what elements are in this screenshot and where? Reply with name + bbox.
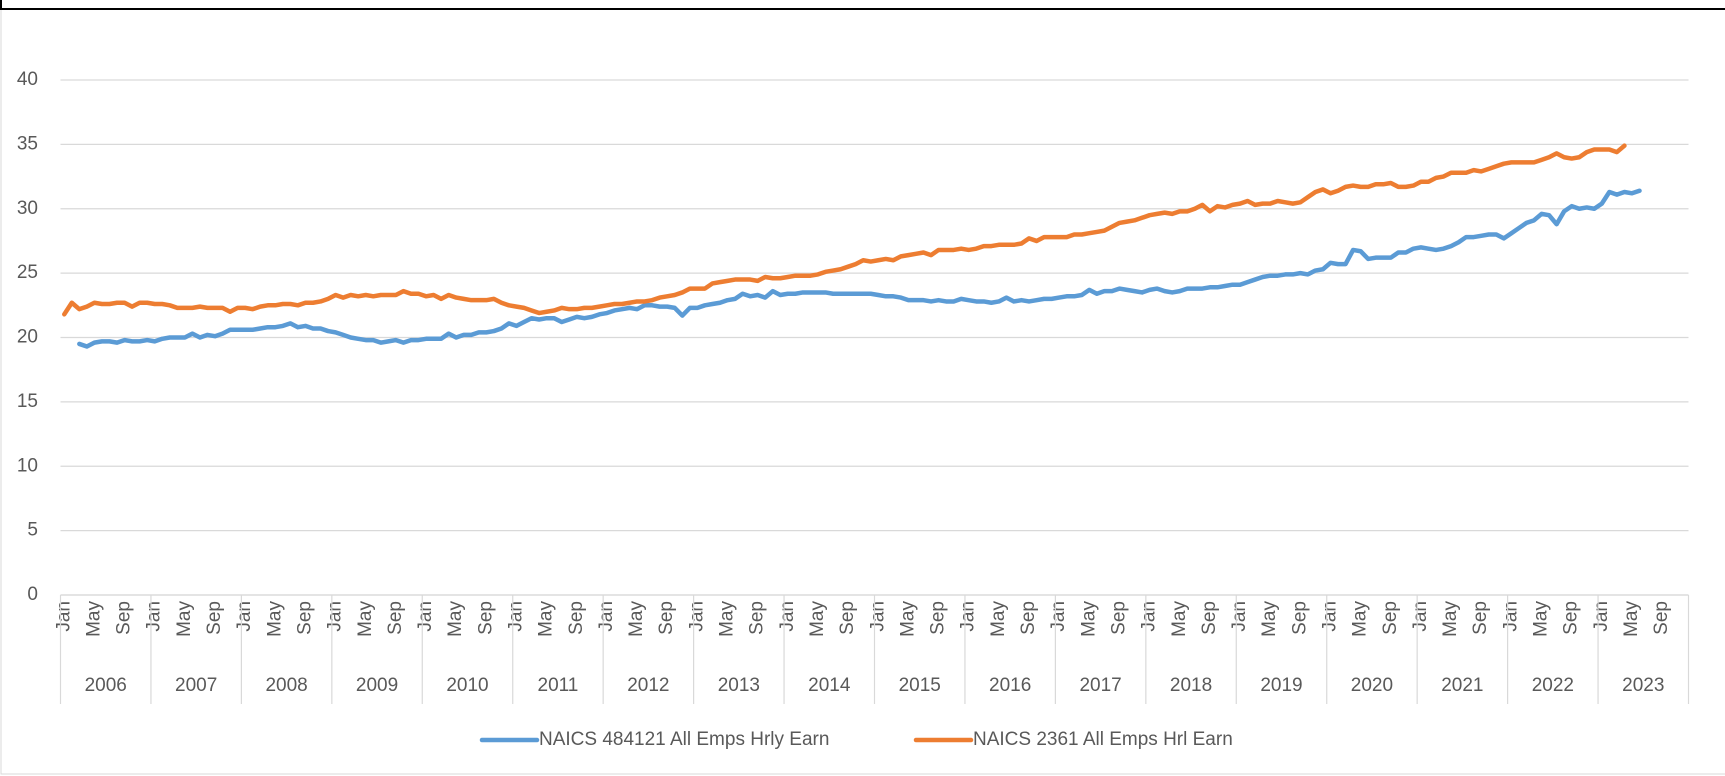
x-tick-label: Jan bbox=[234, 601, 255, 632]
x-group-label: 2023 bbox=[1622, 675, 1664, 696]
x-group-label: 2014 bbox=[808, 675, 851, 696]
x-group-label: 2006 bbox=[85, 675, 127, 696]
x-tick-label: Sep bbox=[1108, 601, 1129, 635]
x-tick-label: Jan bbox=[1229, 601, 1250, 632]
x-tick-label: Jan bbox=[415, 601, 436, 632]
x-tick-label: May bbox=[1440, 601, 1461, 637]
x-group-label: 2011 bbox=[538, 675, 579, 696]
y-tick-label: 20 bbox=[17, 327, 38, 348]
x-tick-label: Sep bbox=[385, 601, 406, 635]
x-tick-label: Jan bbox=[1410, 601, 1431, 632]
x-group-label: 2009 bbox=[356, 675, 398, 696]
x-tick-label: Sep bbox=[114, 601, 135, 635]
x-tick-label: Jan bbox=[1048, 601, 1069, 632]
x-group-label: 2013 bbox=[718, 675, 760, 696]
series-line bbox=[62, 143, 1627, 317]
x-group-label: 2015 bbox=[899, 675, 941, 696]
x-tick-label: Sep bbox=[1561, 601, 1582, 635]
x-tick-label: Sep bbox=[837, 601, 858, 635]
y-tick-label: 10 bbox=[17, 455, 38, 476]
x-tick-label: Jan bbox=[53, 601, 74, 632]
x-group-label: 2010 bbox=[446, 675, 488, 696]
x-tick-label: May bbox=[1621, 601, 1642, 637]
x-tick-label: Jan bbox=[1591, 601, 1612, 632]
x-tick-label: May bbox=[988, 601, 1009, 637]
x-tick-label: Jan bbox=[596, 601, 617, 632]
x-tick-label: Sep bbox=[204, 601, 225, 635]
x-group-label: 2012 bbox=[627, 675, 669, 696]
x-tick-label: Jan bbox=[506, 601, 527, 632]
x-tick-label: Sep bbox=[566, 601, 587, 635]
x-group-label: 2016 bbox=[989, 675, 1031, 696]
x-tick-label: Jan bbox=[325, 601, 346, 632]
x-group-label: 2019 bbox=[1260, 675, 1302, 696]
x-group-label: 2020 bbox=[1351, 675, 1393, 696]
x-tick-label: May bbox=[626, 601, 647, 637]
x-tick-label: May bbox=[445, 601, 466, 637]
x-group-label: 2007 bbox=[175, 675, 217, 696]
x-group-label: 2021 bbox=[1441, 675, 1483, 696]
x-tick-label: Jan bbox=[958, 601, 979, 632]
x-tick-label: May bbox=[355, 601, 376, 637]
x-group-label: 2017 bbox=[1079, 675, 1121, 696]
y-tick-label: 40 bbox=[17, 69, 38, 90]
x-tick-label: Sep bbox=[1651, 601, 1672, 635]
x-tick-label: Sep bbox=[1380, 601, 1401, 635]
x-tick-label: Jan bbox=[1500, 601, 1521, 632]
x-tick-label: Jan bbox=[867, 601, 888, 632]
x-tick-label: Sep bbox=[1018, 601, 1039, 635]
x-tick-label: May bbox=[1169, 601, 1190, 637]
x-tick-label: Sep bbox=[294, 601, 315, 635]
x-tick-label: May bbox=[1531, 601, 1552, 637]
series-line bbox=[77, 188, 1642, 349]
x-tick-label: Sep bbox=[1470, 601, 1491, 635]
x-tick-label: Sep bbox=[928, 601, 949, 635]
x-tick-label: May bbox=[1078, 601, 1099, 637]
y-tick-label: 30 bbox=[17, 198, 38, 219]
x-tick-label: Sep bbox=[475, 601, 496, 635]
x-tick-label: May bbox=[536, 601, 557, 637]
x-tick-label: May bbox=[174, 601, 195, 637]
x-tick-label: Sep bbox=[1289, 601, 1310, 635]
x-tick-label: May bbox=[1259, 601, 1280, 637]
x-tick-label: May bbox=[83, 601, 104, 637]
x-tick-label: Jan bbox=[777, 601, 798, 632]
x-tick-label: Jan bbox=[1139, 601, 1160, 632]
x-group-label: 2018 bbox=[1170, 675, 1212, 696]
x-tick-label: Sep bbox=[747, 601, 768, 635]
x-tick-label: May bbox=[717, 601, 738, 637]
x-tick-label: Jan bbox=[1320, 601, 1341, 632]
x-group-label: 2008 bbox=[265, 675, 307, 696]
y-tick-label: 35 bbox=[17, 133, 38, 154]
y-tick-label: 15 bbox=[17, 391, 38, 412]
legend-label: NAICS 484121 All Emps Hrly Earn bbox=[539, 729, 829, 750]
legend-label: NAICS 2361 All Emps Hrl Earn bbox=[973, 729, 1233, 750]
x-tick-label: May bbox=[897, 601, 918, 637]
x-tick-label: Jan bbox=[686, 601, 707, 632]
x-tick-label: May bbox=[264, 601, 285, 637]
x-tick-label: Jan bbox=[144, 601, 165, 632]
x-group-label: 2022 bbox=[1532, 675, 1574, 696]
y-tick-label: 0 bbox=[27, 584, 38, 605]
x-tick-label: May bbox=[1350, 601, 1371, 637]
y-tick-label: 25 bbox=[17, 262, 38, 283]
x-tick-label: Sep bbox=[1199, 601, 1220, 635]
y-tick-label: 5 bbox=[27, 520, 38, 541]
x-tick-label: May bbox=[807, 601, 828, 637]
x-tick-label: Sep bbox=[656, 601, 677, 635]
